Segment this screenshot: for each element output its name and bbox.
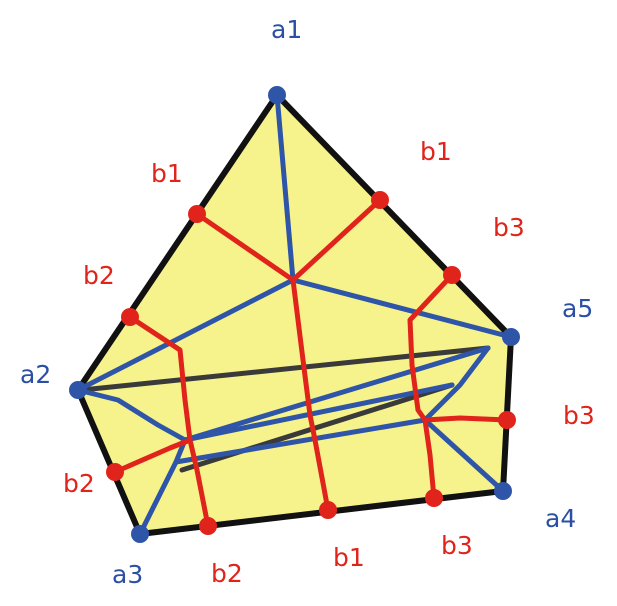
vertex-a4[interactable] (494, 482, 512, 500)
red-edge-b3-bottom (422, 417, 437, 501)
label-a2: a2 (20, 360, 51, 389)
red-edge-b3-right (422, 415, 510, 423)
red-edge-center-b1-bottom (290, 277, 331, 513)
red-edge-b2-lower (112, 437, 193, 475)
label-b2-left-upper: b2 (83, 261, 115, 290)
label-b1-top-left: b1 (151, 159, 183, 188)
label-b3-right-upper: b3 (493, 213, 525, 242)
vertex-b1-top-right[interactable] (371, 191, 389, 209)
label-a3: a3 (112, 560, 143, 589)
vertex-a1[interactable] (268, 86, 286, 104)
red-edge-b2-upper (127, 314, 211, 529)
red-edge-b1-left-center (194, 211, 296, 283)
vertex-b1-top-left[interactable] (188, 205, 206, 223)
blue-edges (75, 92, 514, 537)
label-a1: a1 (271, 15, 302, 44)
label-b2-bottom: b2 (211, 559, 243, 588)
blue-edge-right-low (173, 417, 428, 465)
blue-edge-center-a5 (290, 277, 514, 340)
label-b2-left-lower: b2 (63, 469, 95, 498)
blue-edge-center-a2 (75, 277, 296, 393)
blue-edge-left-a5 (182, 345, 491, 443)
label-a5: a5 (562, 294, 593, 323)
label-b3-bottom: b3 (441, 531, 473, 560)
vertex-a3[interactable] (131, 525, 149, 543)
blue-edge-a5-right (422, 345, 491, 423)
vertex-a2[interactable] (69, 381, 87, 399)
vertex-b2-bottom[interactable] (199, 517, 217, 535)
label-b1-bottom: b1 (333, 543, 365, 572)
blue-edge-a1-center (274, 92, 296, 283)
vertex-b2-left-upper[interactable] (121, 308, 139, 326)
label-b3-right-lower: b3 (563, 401, 595, 430)
vertex-b3-bottom[interactable] (425, 489, 443, 507)
vertex-b3-right-lower[interactable] (498, 411, 516, 429)
label-a4: a4 (545, 504, 576, 533)
red-edge-b3-upper (407, 272, 455, 423)
blue-edge-a2-left (75, 387, 188, 443)
red-vertices (106, 191, 516, 535)
dark-edge-a2-a5 (79, 345, 491, 393)
label-b1-top-right: b1 (420, 137, 452, 166)
blue-vertices (69, 86, 520, 543)
vertex-a5[interactable] (502, 328, 520, 346)
blue-edge-mid (182, 382, 455, 443)
vertex-b2-left-lower[interactable] (106, 463, 124, 481)
vertex-b1-bottom[interactable] (319, 501, 337, 519)
blue-edge-right-a4 (422, 417, 506, 494)
red-edges (112, 197, 510, 529)
red-edge-b1-right-center (290, 197, 383, 283)
vertex-b3-right-upper[interactable] (443, 266, 461, 284)
